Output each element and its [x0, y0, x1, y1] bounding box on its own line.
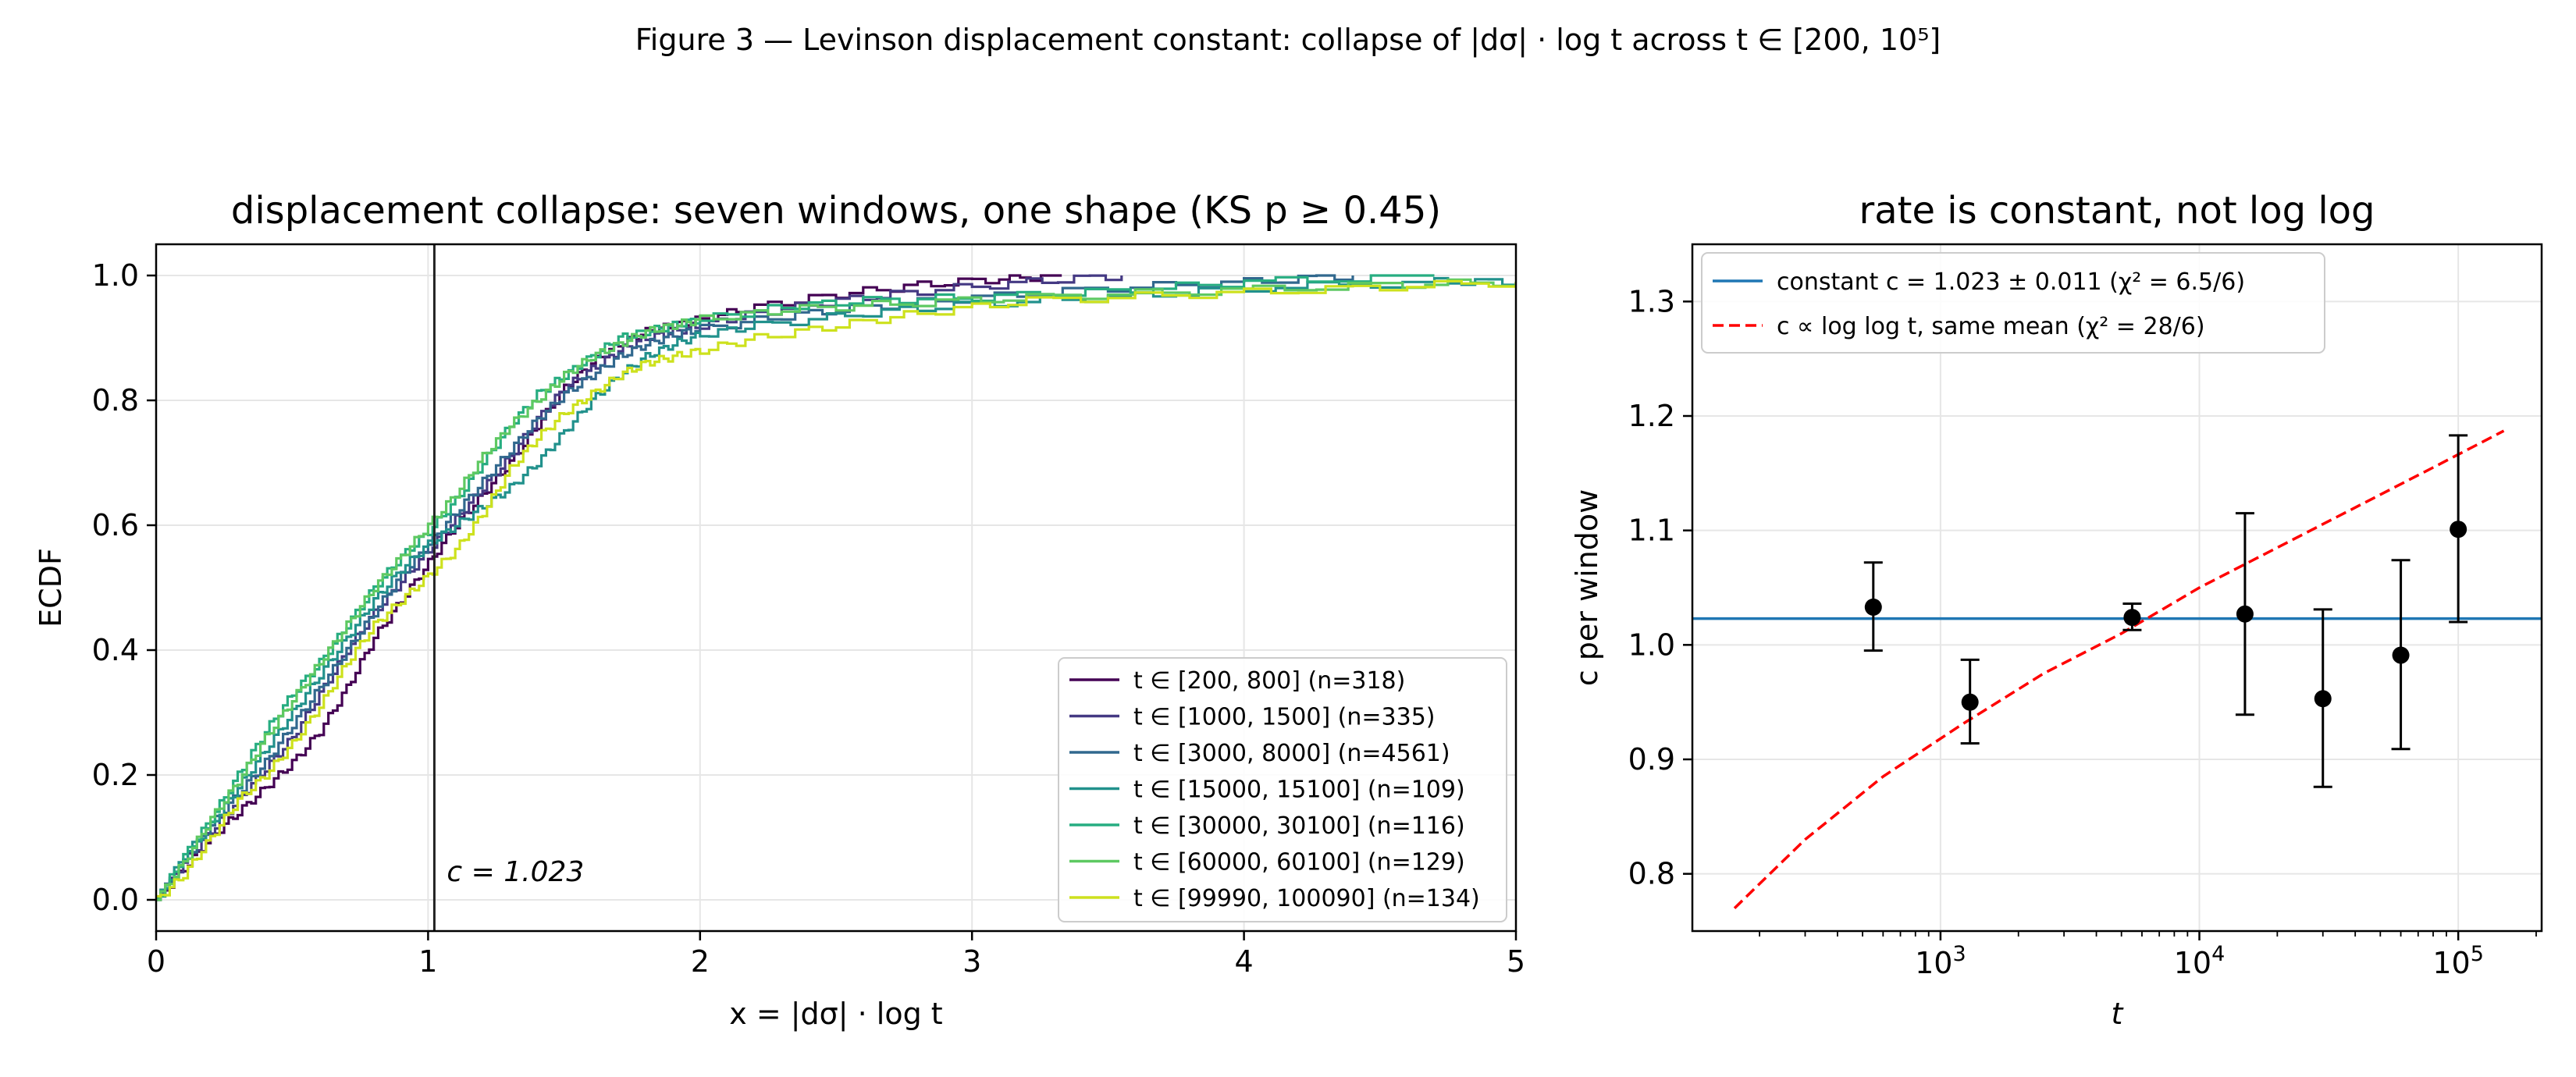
rate-ticks: 103 104 105 0.8 0.9 1.0 1.1 1.2 1.3 — [1628, 284, 2537, 980]
rate-legend: constant c = 1.023 ± 0.011 (χ² = 6.5/6) c… — [1701, 252, 2325, 354]
rate-panel: rate is constant, not log log 103 104 105 0… — [1570, 189, 2543, 1031]
rate-ylabel: c per window — [1570, 489, 1604, 686]
ecdf-legend-box — [1058, 657, 1507, 922]
rate-y-tick-label: 1.2 — [1628, 399, 1675, 433]
ecdf-y-tick-label: 0.0 — [92, 883, 139, 917]
rate-title: rate is constant, not log log — [1859, 189, 2375, 233]
ecdf-x-tick-label: 1 — [418, 944, 437, 979]
ecdf-x-tick-label: 4 — [1235, 944, 1254, 979]
rate-point — [1961, 693, 1979, 711]
rate-x-tick-label: 105 — [2432, 942, 2484, 980]
ecdf-x-tick-label: 0 — [147, 944, 165, 979]
rate-legend-label: c ∝ log log t, same mean (χ² = 28/6) — [1777, 313, 2205, 340]
rate-y-tick-label: 0.8 — [1628, 857, 1675, 891]
ecdf-y-tick-label: 0.8 — [92, 383, 139, 418]
ecdf-x-tick-label: 5 — [1507, 944, 1525, 979]
ecdf-series-line-5 — [156, 278, 1516, 901]
rate-y-tick-label: 1.1 — [1628, 514, 1675, 548]
ecdf-legend-label: t ∈ [3000, 8000] (n=4561) — [1133, 740, 1450, 767]
ecdf-legend-label: t ∈ [1000, 1500] (n=335) — [1133, 704, 1436, 731]
rate-xlabel: t — [2112, 997, 2125, 1031]
ecdf-axes-frame — [155, 243, 1517, 933]
rate-point — [2123, 609, 2141, 627]
ecdf-y-tick-label: 1.0 — [92, 258, 139, 293]
ecdf-legend-label: t ∈ [200, 800] (n=318) — [1133, 667, 1405, 695]
figure-title: Figure 3 — Levinson displacement constan… — [635, 23, 1941, 58]
rate-x-tick-label: 103 — [1915, 942, 1966, 980]
rate-point — [1864, 598, 1882, 616]
ecdf-y-tick-label: 0.2 — [92, 758, 139, 792]
ecdf-xlabel: x = |dσ| · log t — [729, 997, 942, 1032]
rate-model-lines — [1692, 429, 2542, 909]
rate-point — [2314, 690, 2332, 708]
ecdf-series-line-0 — [156, 274, 1062, 901]
rate-y-tick-label: 0.9 — [1628, 742, 1675, 777]
ecdf-ticks: 0 1 2 3 4 5 0.0 0.2 0.4 0.6 0.8 1.0 — [92, 258, 1526, 979]
ecdf-series-line-4 — [156, 274, 1435, 901]
rate-legend-label: constant c = 1.023 ± 0.011 (χ² = 6.5/6) — [1777, 268, 2245, 296]
loglog-fit-line — [1733, 429, 2505, 909]
rate-y-tick-label: 1.3 — [1628, 284, 1675, 318]
ecdf-y-tick-label: 0.4 — [92, 633, 139, 667]
ecdf-ylabel: ECDF — [34, 548, 68, 627]
rate-point — [2392, 646, 2410, 664]
ecdf-legend-label: t ∈ [15000, 15100] (n=109) — [1133, 777, 1465, 804]
ecdf-legend-label: t ∈ [30000, 30100] (n=116) — [1133, 812, 1465, 840]
rate-x-tick-label: 104 — [2174, 942, 2226, 980]
ecdf-series-line-2 — [156, 274, 1354, 901]
ecdf-legend-label: t ∈ [99990, 100090] (n=134) — [1133, 885, 1480, 912]
rate-legend-box — [1701, 252, 2325, 354]
rate-y-tick-label: 1.0 — [1628, 627, 1675, 662]
rate-point — [2236, 605, 2254, 623]
ecdf-x-tick-label: 3 — [962, 944, 981, 979]
ecdf-title: displacement collapse: seven windows, on… — [231, 189, 1441, 233]
ecdf-panel: displacement collapse: seven windows, on… — [34, 189, 1525, 1032]
rate-point — [2450, 521, 2467, 538]
ecdf-y-tick-label: 0.6 — [92, 508, 139, 542]
ecdf-series-line-6 — [156, 279, 1516, 898]
ecdf-legend: t ∈ [200, 800] (n=318) t ∈ [1000, 1500] (… — [1058, 657, 1507, 922]
ecdf-x-tick-label: 2 — [691, 944, 710, 979]
rate-axes-frame — [1691, 243, 2543, 933]
ecdf-series-group — [156, 274, 1516, 901]
c-reference-label: c = 1.023 — [447, 856, 584, 888]
ecdf-legend-label: t ∈ [60000, 60100] (n=129) — [1133, 849, 1465, 876]
rate-points — [1863, 434, 2468, 788]
